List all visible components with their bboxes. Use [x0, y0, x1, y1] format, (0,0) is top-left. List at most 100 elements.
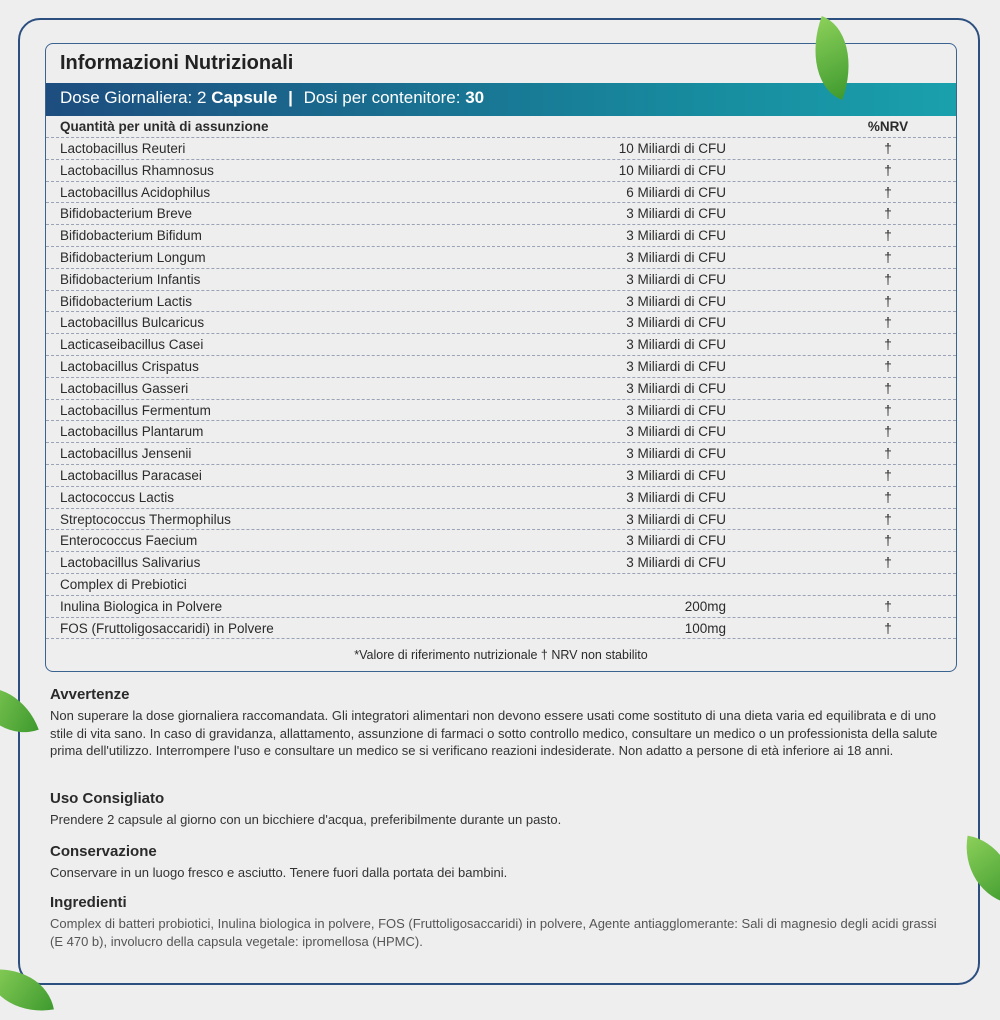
nutrient-name: Lactococcus Lactis — [60, 489, 175, 505]
nutrient-name: Lactobacillus Paracasei — [60, 467, 202, 483]
nutrient-amount: 3 Miliardi di CFU — [626, 489, 726, 505]
section-text: Prendere 2 capsule al giorno con un bicc… — [50, 812, 562, 827]
nutrient-amount: 3 Miliardi di CFU — [626, 446, 726, 462]
section-title: Ingredienti — [50, 894, 127, 911]
nutrient-nrv: † — [884, 358, 892, 374]
header-nrv: %NRV — [867, 119, 909, 134]
nutrient-name: FOS (Fruttoligosaccaridi) in Polvere — [60, 620, 274, 636]
nutrient-name: Lactobacillus Salivarius — [60, 555, 201, 571]
nutrient-name: Bifidobacterium Breve — [60, 206, 193, 222]
section-title: Conservazione — [50, 843, 157, 860]
nutrient-amount: 3 Miliardi di CFU — [626, 337, 726, 353]
band-separator: | — [288, 88, 293, 107]
nutrient-nrv: † — [884, 467, 892, 483]
nutrient-amount: 3 Miliardi di CFU — [626, 424, 726, 440]
table-row: Bifidobacterium Lactis 3 Miliardi di CFU † — [46, 291, 956, 313]
nutrient-amount: 100mg — [684, 620, 726, 636]
table-row: Lactobacillus Acidophilus 6 Miliardi di C… — [46, 182, 956, 204]
nutrient-name: Lactobacillus Acidophilus — [60, 184, 211, 200]
table-row: Bifidobacterium Longum 3 Miliardi di CFU † — [46, 247, 956, 269]
nutrient-amount: 3 Miliardi di CFU — [626, 555, 726, 571]
nutrient-nrv: † — [884, 249, 892, 265]
table-row: Lactobacillus Gasseri 3 Miliardi di CFU † — [46, 378, 956, 400]
table-row: Lactobacillus Paracasei 3 Miliardi di CFU… — [46, 465, 956, 487]
table-row: Bifidobacterium Bifidum 3 Miliardi di CFU… — [46, 225, 956, 247]
doses-label: Dosi per contenitore: — [303, 88, 461, 107]
section-title: Avvertenze — [50, 686, 130, 703]
nutrient-nrv: † — [884, 620, 892, 636]
nutrient-name: Inulina Biologica in Polvere — [60, 598, 223, 614]
panel-title: Informazioni Nutrizionali — [60, 52, 294, 74]
nutrient-name: Bifidobacterium Longum — [60, 249, 206, 265]
nutrient-name: Lactobacillus Fermentum — [60, 402, 211, 418]
table-row: Lactobacillus Salivarius 3 Miliardi di CF… — [46, 552, 956, 574]
nutrient-amount: 3 Miliardi di CFU — [626, 315, 726, 331]
nutrient-nrv: † — [884, 293, 892, 309]
nutrient-name: Lacticaseibacillus Casei — [60, 337, 204, 353]
table-row: Lactobacillus Plantarum 3 Miliardi di CFU… — [46, 421, 956, 444]
nutrient-nrv: † — [884, 424, 892, 440]
table-row: Enterococcus Faecium 3 Miliardi di CFU † — [46, 530, 956, 553]
nutrient-nrv: † — [884, 598, 892, 614]
nutrient-name: Bifidobacterium Lactis — [60, 293, 193, 309]
section-avvertenze: Avvertenze Non superare la dose giornali… — [50, 686, 950, 760]
nutrient-nrv: † — [884, 402, 892, 418]
nutrient-nrv: † — [884, 380, 892, 396]
footnote: *Valore di riferimento nutrizionale † NR… — [354, 648, 648, 662]
nutrient-nrv: † — [884, 228, 892, 244]
nutrient-amount: 3 Miliardi di CFU — [626, 228, 726, 244]
nutrient-name: Streptococcus Thermophilus — [60, 511, 231, 527]
nutrition-table: Quantità per unità di assunzione %NRV La… — [46, 116, 956, 640]
nutrient-amount: 3 Miliardi di CFU — [626, 249, 726, 265]
nutrient-nrv: † — [884, 315, 892, 331]
nutrient-name: Bifidobacterium Bifidum — [60, 228, 202, 244]
nutrient-amount: 10 Miliardi di CFU — [618, 162, 726, 178]
nutrient-nrv: † — [884, 206, 892, 222]
page-frame — [18, 18, 980, 985]
nutrient-name: Lactobacillus Bulcaricus — [60, 315, 205, 331]
nutrient-amount: 3 Miliardi di CFU — [626, 358, 726, 374]
nutrient-name: Lactobacillus Rhamnosus — [60, 162, 214, 178]
nutrient-amount: 3 Miliardi di CFU — [626, 511, 726, 527]
table-header: Quantità per unità di assunzione %NRV — [46, 116, 956, 138]
nutrient-amount: 10 Miliardi di CFU — [618, 141, 726, 156]
section-conservazione: Conservazione Conservare in un luogo fre… — [50, 843, 950, 882]
table-row: FOS (Fruttoligosaccaridi) in Polvere 100m… — [46, 618, 956, 640]
nutrient-nrv: † — [884, 337, 892, 353]
nutrient-amount: 3 Miliardi di CFU — [626, 402, 726, 418]
nutrient-nrv: † — [884, 533, 892, 549]
table-row: Lactobacillus Jensenii 3 Miliardi di CFU † — [46, 443, 956, 465]
table-row: Lactobacillus Bulcaricus 3 Miliardi di CF… — [46, 312, 956, 335]
table-row: Inulina Biologica in Polvere 200mg † — [46, 596, 956, 618]
nutrient-amount: 200mg — [684, 598, 726, 614]
nutrient-name: Lactobacillus Reuteri — [60, 141, 186, 156]
section-uso: Uso Consigliato Prendere 2 capsule al gi… — [50, 790, 950, 829]
nutrient-name: Lactobacillus Jensenii — [60, 446, 192, 462]
table-row: Lactococcus Lactis 3 Miliardi di CFU † — [46, 487, 956, 509]
table-row: Lacticaseibacillus Casei 3 Miliardi di CF… — [46, 334, 956, 356]
nutrient-amount: 3 Miliardi di CFU — [626, 467, 726, 483]
dose-band: Dose Giornaliera: 2 Capsule | Dosi per c… — [46, 83, 956, 116]
nutrient-name: Lactobacillus Plantarum — [60, 424, 204, 440]
table-row: Bifidobacterium Breve 3 Miliardi di CFU † — [46, 203, 956, 226]
nutrient-amount: 6 Miliardi di CFU — [626, 184, 726, 200]
nutrient-nrv: † — [884, 511, 892, 527]
dose-unit: Capsule — [211, 88, 278, 107]
dose-label: Dose Giornaliera: 2 — [60, 88, 207, 107]
table-row: Bifidobacterium Infantis 3 Miliardi di CF… — [46, 269, 956, 291]
nutrient-name: Bifidobacterium Infantis — [60, 271, 201, 287]
nutrient-nrv: † — [884, 446, 892, 462]
nutrient-nrv: † — [884, 184, 892, 200]
nutrient-amount: 3 Miliardi di CFU — [626, 206, 726, 222]
table-row: Lactobacillus Fermentum 3 Miliardi di CFU… — [46, 400, 956, 422]
nutrient-amount: 3 Miliardi di CFU — [626, 380, 726, 396]
nutrient-nrv: † — [884, 271, 892, 287]
nutrient-nrv: † — [884, 555, 892, 571]
table-row: Complex di Prebiotici — [46, 574, 956, 596]
table-row: Lactobacillus Reuteri 10 Miliardi di CFU † — [46, 138, 956, 160]
doses-value: 30 — [465, 88, 485, 107]
section-title: Uso Consigliato — [50, 790, 165, 807]
nutrient-name: Enterococcus Faecium — [60, 533, 198, 549]
nutrient-name: Lactobacillus Crispatus — [60, 358, 199, 374]
header-name: Quantità per unità di assunzione — [60, 119, 269, 134]
